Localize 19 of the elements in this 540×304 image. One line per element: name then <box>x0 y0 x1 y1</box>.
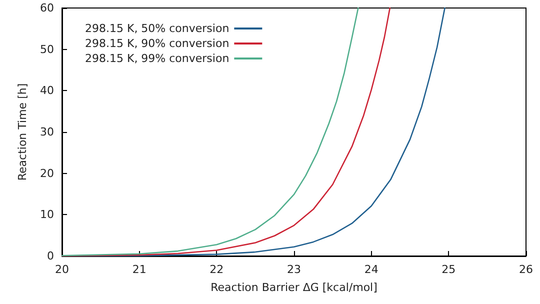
x-tick-label: 26 <box>519 263 533 276</box>
x-tick-label: 23 <box>287 263 301 276</box>
x-tick-label: 25 <box>442 263 456 276</box>
y-tick-label: 10 <box>40 208 54 222</box>
y-tick-label: 40 <box>40 84 54 98</box>
y-tick-label: 30 <box>40 126 54 138</box>
legend-label: 298.15 K, 99% conversion <box>84 52 230 65</box>
x-tick-label: 20 <box>55 263 69 276</box>
legend-label: 298.15 K, 50% conversion <box>84 22 230 35</box>
x-axis-title: Reaction Barrier ΔG [kcal/mol] <box>210 281 378 294</box>
x-tick-label: 21 <box>132 263 146 276</box>
y-tick-label: 50 <box>40 42 54 56</box>
y-axis-title: Reaction Time [h] <box>16 83 29 181</box>
y-tick-label: 0 <box>47 250 54 262</box>
legend-label: 298.15 K, 90% conversion <box>84 37 230 50</box>
y-tick-label: 20 <box>40 166 54 180</box>
y-tick-label: 60 <box>40 2 54 14</box>
x-tick-label: 24 <box>364 263 378 276</box>
x-tick-label: 22 <box>210 263 224 276</box>
